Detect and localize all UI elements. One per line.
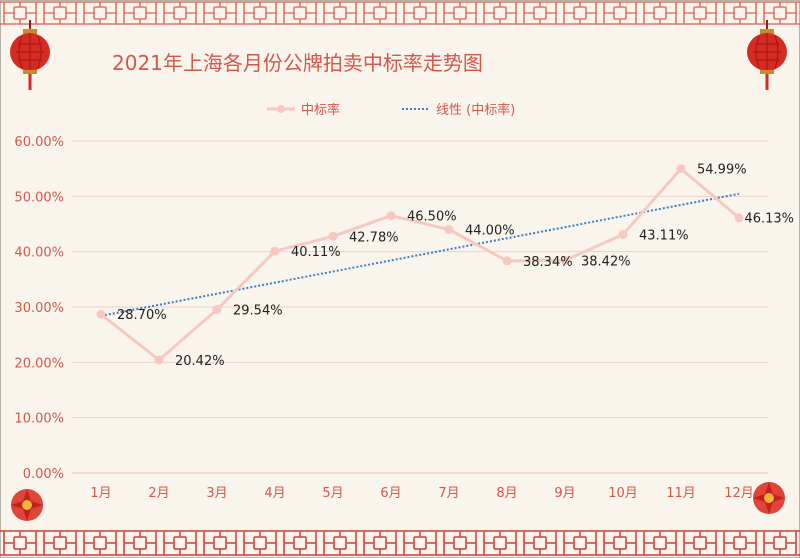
- data-point: [386, 211, 396, 221]
- data-label: 44.00%: [465, 224, 515, 239]
- data-label: 38.34%: [523, 255, 573, 270]
- data-label: 46.13%: [744, 212, 794, 227]
- x-tick-label: 7月: [438, 486, 459, 501]
- series-line-path: [100, 167, 740, 362]
- red-lantern-icon: [10, 20, 50, 90]
- x-tick-label: 3月: [206, 486, 227, 501]
- red-lantern-icon: [747, 20, 787, 90]
- data-label: 54.99%: [697, 163, 747, 178]
- data-point: [560, 255, 570, 265]
- series-line: [96, 164, 744, 365]
- y-tick-label: 40.00%: [14, 246, 64, 261]
- data-label: 46.50%: [407, 210, 457, 225]
- legend-trend-label: 线性 (中标率): [436, 102, 515, 118]
- legend-series-label: 中标率: [301, 102, 340, 118]
- legend: 中标率 线性 (中标率): [267, 102, 515, 118]
- x-tick-label: 11月: [666, 486, 696, 501]
- data-point: [676, 164, 686, 174]
- data-point: [154, 355, 164, 365]
- data-label: 20.42%: [175, 354, 225, 369]
- gridlines: [72, 140, 768, 474]
- chart-title: 2021年上海各月份公牌拍卖中标率走势图: [112, 51, 483, 75]
- data-label: 42.78%: [349, 230, 399, 245]
- y-tick-label: 10.00%: [14, 412, 64, 427]
- x-axis-ticks: 1月 2月 3月 4月 5月 6月 7月 8月 9月 10月 11月 12月: [90, 486, 753, 501]
- data-label: 29.54%: [233, 304, 283, 319]
- lattice-border-top: [0, 0, 800, 26]
- x-tick-label: 1月: [90, 486, 111, 501]
- y-axis-ticks: 0.00% 10.00% 20.00% 30.00% 40.00% 50.00% 60.00…: [14, 135, 64, 482]
- data-label: 43.11%: [639, 228, 689, 243]
- data-label: 38.42%: [581, 254, 631, 269]
- x-tick-label: 12月: [724, 486, 754, 501]
- data-point: [444, 225, 454, 235]
- data-labels: 28.70% 20.42% 29.54% 40.11% 42.78% 46.50% 44.0…: [117, 163, 794, 369]
- legend-series-marker: [277, 105, 285, 113]
- lattice-border-bottom: [0, 528, 800, 558]
- data-point: [734, 213, 744, 223]
- data-label: 28.70%: [117, 308, 167, 323]
- y-tick-label: 50.00%: [14, 190, 64, 205]
- x-tick-label: 10月: [608, 486, 638, 501]
- y-tick-label: 0.00%: [23, 467, 64, 482]
- red-flower-icon: [753, 482, 785, 514]
- trendline: [100, 192, 740, 317]
- x-tick-label: 8月: [496, 486, 517, 501]
- data-point: [270, 246, 280, 256]
- data-point: [212, 305, 222, 315]
- data-point: [328, 231, 338, 241]
- y-tick-label: 60.00%: [14, 135, 64, 150]
- data-point: [618, 229, 628, 239]
- y-tick-label: 30.00%: [14, 301, 64, 316]
- x-tick-label: 4月: [264, 486, 285, 501]
- red-flower-icon: [11, 489, 43, 521]
- data-label: 40.11%: [291, 245, 341, 260]
- data-point: [96, 309, 106, 319]
- x-tick-label: 6月: [380, 486, 401, 501]
- x-tick-label: 2月: [148, 486, 169, 501]
- y-tick-label: 20.00%: [14, 356, 64, 371]
- data-point: [502, 256, 512, 266]
- x-tick-label: 5月: [322, 486, 343, 501]
- x-tick-label: 9月: [554, 486, 575, 501]
- trendline-path: [100, 192, 740, 317]
